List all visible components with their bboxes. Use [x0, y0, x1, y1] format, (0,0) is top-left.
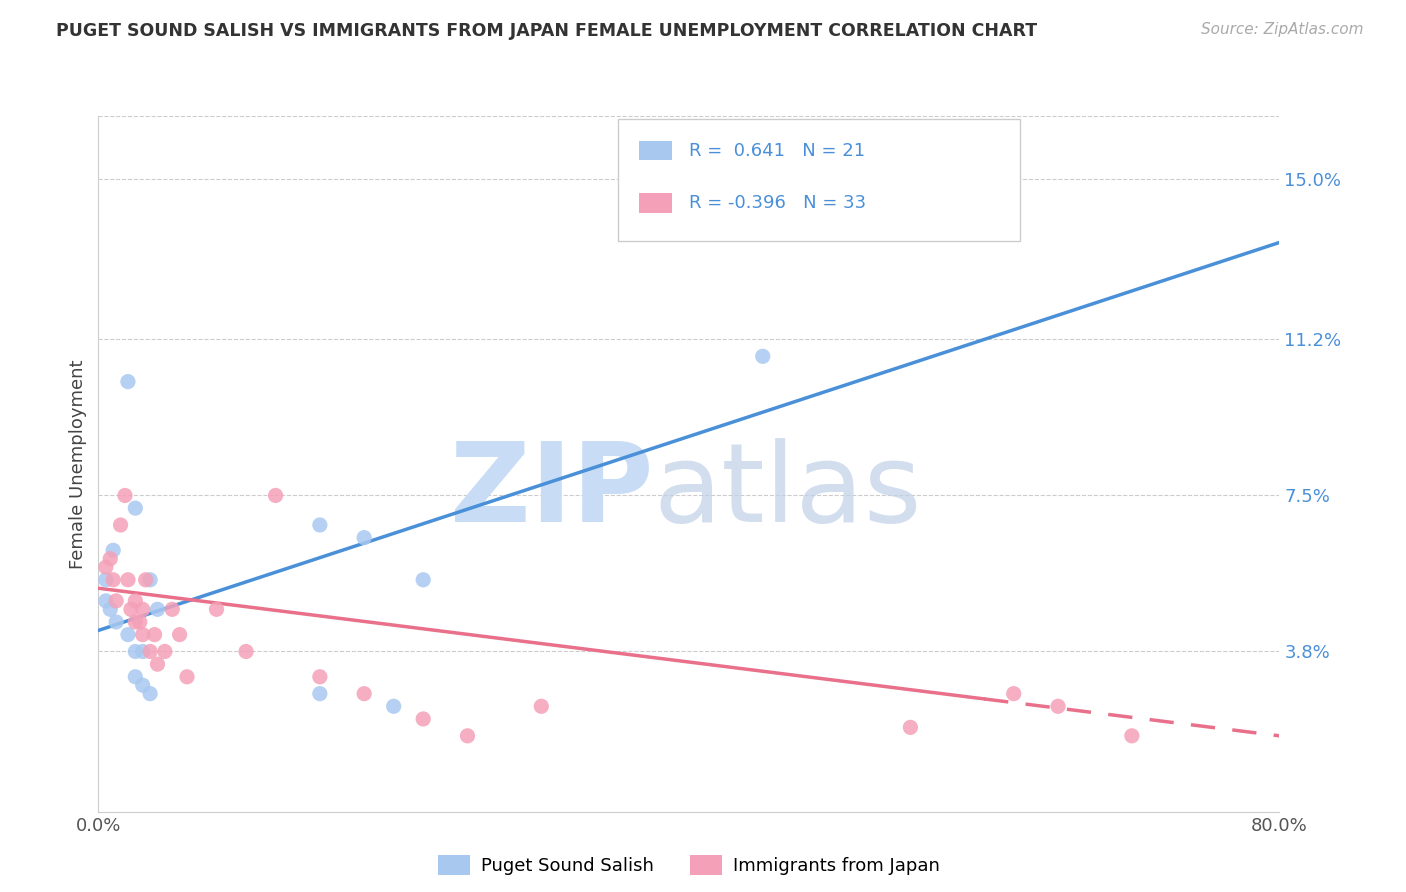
Point [117, 375, 139, 389]
Point [124, 644, 146, 658]
Point [124, 594, 146, 608]
Point [353, 531, 375, 545]
Point [114, 488, 136, 502]
Point [264, 488, 287, 502]
Point [143, 627, 166, 641]
Point [139, 573, 162, 587]
Point [132, 644, 155, 658]
Point [751, 349, 773, 363]
Point [139, 644, 162, 658]
Point [382, 699, 405, 714]
Point [110, 518, 132, 533]
Text: R = -0.396   N = 33: R = -0.396 N = 33 [689, 194, 866, 212]
Point [98, 551, 121, 566]
Point [900, 720, 922, 734]
Point [153, 644, 176, 658]
Point [94, 560, 117, 574]
Point [132, 678, 155, 692]
Point [146, 657, 169, 672]
Point [169, 627, 191, 641]
Point [1046, 699, 1069, 714]
Point [120, 602, 142, 616]
Point [117, 627, 139, 641]
Point [139, 687, 162, 701]
Point [456, 729, 478, 743]
FancyBboxPatch shape [640, 141, 672, 161]
Text: Source: ZipAtlas.com: Source: ZipAtlas.com [1201, 22, 1364, 37]
Text: atlas: atlas [654, 438, 922, 545]
Point [309, 687, 332, 701]
Legend: Puget Sound Salish, Immigrants from Japan: Puget Sound Salish, Immigrants from Japa… [430, 847, 948, 883]
Point [309, 518, 332, 533]
Point [353, 687, 375, 701]
Point [98, 602, 121, 616]
Point [176, 670, 198, 684]
Point [1121, 729, 1143, 743]
Text: ZIP: ZIP [450, 438, 654, 545]
Text: R =  0.641   N = 21: R = 0.641 N = 21 [689, 142, 865, 160]
Point [132, 627, 155, 641]
Point [132, 602, 155, 616]
Point [94, 573, 117, 587]
Point [530, 699, 553, 714]
Point [105, 594, 128, 608]
Point [103, 573, 125, 587]
FancyBboxPatch shape [619, 120, 1019, 241]
Text: PUGET SOUND SALISH VS IMMIGRANTS FROM JAPAN FEMALE UNEMPLOYMENT CORRELATION CHAR: PUGET SOUND SALISH VS IMMIGRANTS FROM JA… [56, 22, 1038, 40]
Point [135, 573, 157, 587]
Point [117, 573, 139, 587]
Point [235, 644, 257, 658]
Point [146, 602, 169, 616]
FancyBboxPatch shape [640, 194, 672, 212]
Point [128, 615, 150, 629]
Point [124, 501, 146, 516]
Point [94, 594, 117, 608]
Point [1002, 687, 1025, 701]
Point [105, 615, 128, 629]
Point [412, 573, 434, 587]
Point [309, 670, 332, 684]
Point [162, 602, 183, 616]
Point [205, 602, 228, 616]
Point [103, 543, 125, 558]
Point [412, 712, 434, 726]
Point [124, 615, 146, 629]
Y-axis label: Female Unemployment: Female Unemployment [69, 359, 87, 568]
Point [124, 670, 146, 684]
